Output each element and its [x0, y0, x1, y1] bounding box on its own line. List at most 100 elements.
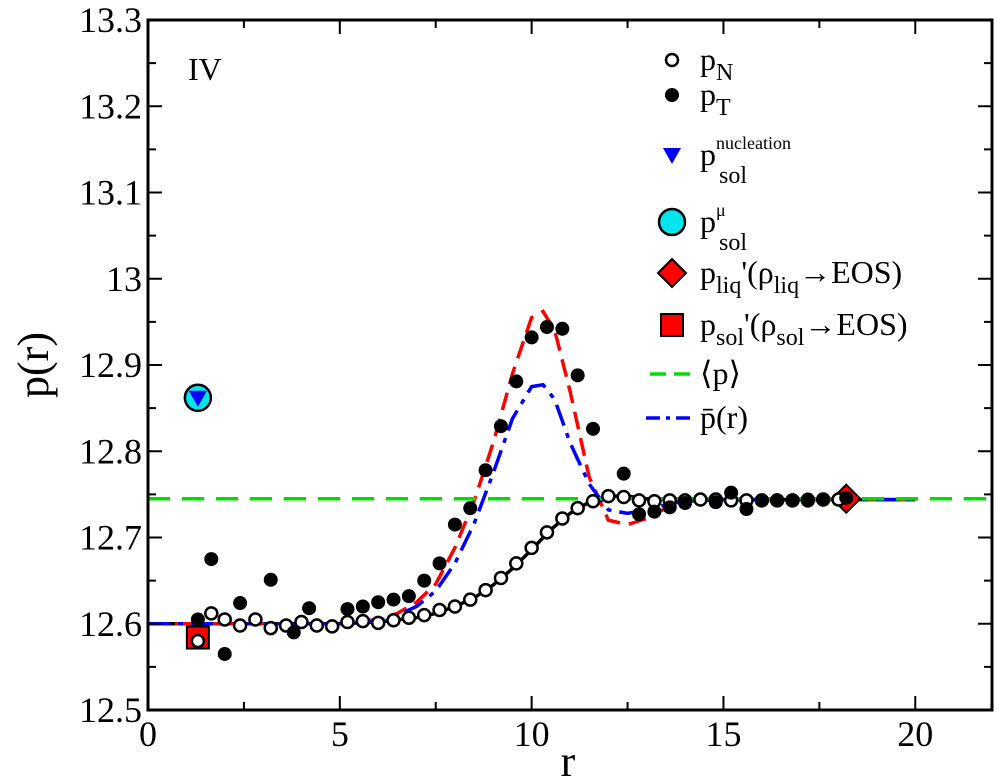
pt-point	[190, 612, 205, 627]
legend-swatch	[664, 52, 680, 68]
y-tick-label: 12.6	[79, 604, 142, 644]
pn-point	[370, 615, 386, 631]
pn-point	[294, 614, 309, 630]
pt-point	[754, 493, 769, 508]
x-axis-label: r	[561, 737, 576, 781]
pt-point	[371, 595, 386, 610]
pn-point	[416, 607, 432, 623]
pt-point	[233, 596, 248, 611]
legend-entry-pliq: pliq'(ρliq→EOS)	[656, 254, 902, 299]
pn-point	[601, 488, 616, 504]
pt-point	[800, 492, 815, 507]
pt-point	[417, 573, 432, 588]
pt-point	[647, 504, 662, 519]
pt-point	[785, 493, 800, 508]
pn-point	[631, 493, 647, 508]
pn-point	[493, 570, 509, 586]
legend-swatch	[665, 88, 679, 102]
y-tick-label: 12.9	[79, 345, 142, 385]
x-tick-label: 20	[897, 714, 933, 754]
legend-entry-pbar: p̄(r)	[646, 399, 748, 435]
pt-point	[539, 320, 554, 335]
pt-point	[355, 599, 370, 614]
pt-point	[524, 330, 539, 345]
pn-point	[555, 511, 570, 526]
y-tick-label: 13.1	[79, 173, 142, 213]
pn-point	[324, 619, 340, 634]
pt-point	[463, 501, 478, 516]
pt-point	[555, 321, 570, 336]
legend-swatch	[660, 313, 684, 337]
legend-swatch	[656, 257, 688, 289]
y-axis-label: p(r)	[9, 332, 58, 398]
pn-point	[190, 633, 206, 649]
pn-point	[447, 599, 463, 614]
pt-point	[478, 463, 493, 478]
pt-point	[739, 502, 754, 517]
legend-label: pnucleation sol	[700, 133, 791, 189]
pt-point	[839, 490, 854, 505]
pt-point	[340, 602, 355, 617]
data-points	[183, 320, 862, 661]
y-tick-label: 13.3	[79, 0, 142, 40]
pt-point	[632, 507, 647, 522]
pt-point	[509, 374, 524, 389]
legend-entry-pN: pN	[664, 41, 733, 86]
legend-entry-pT: pT	[665, 76, 731, 121]
axis-ticks: 0 5 10 15 20 12.5 12.6 12.7 12.8 12.9 13 13.1 13.2 13…	[79, 0, 992, 754]
pn-point	[309, 618, 325, 633]
pn-point	[232, 618, 248, 633]
pn-point	[539, 525, 555, 540]
pt-point	[263, 572, 278, 587]
pn-point	[248, 612, 263, 627]
y-tick-label: 12.7	[79, 518, 142, 558]
pt-point	[302, 601, 317, 616]
x-tick-label: 10	[514, 714, 550, 754]
legend-label: psol'(ρsol→EOS)	[700, 306, 908, 351]
pn-point	[478, 582, 493, 598]
pn-point	[355, 613, 371, 629]
legend-entry-psol: psol'(ρsol→EOS)	[660, 306, 908, 351]
legend-swatch	[657, 207, 687, 237]
pt-point	[386, 592, 401, 607]
pt-point	[447, 517, 462, 532]
legend-swatch	[663, 148, 681, 164]
pt-point	[616, 466, 631, 481]
pt-point	[217, 646, 232, 661]
legend-label: ⟨p⟩	[700, 355, 741, 391]
pn-point	[401, 610, 417, 625]
pt-point	[708, 495, 723, 510]
y-tick-label: 13	[106, 259, 142, 299]
panel-label: IV	[188, 51, 222, 87]
pn-point	[432, 602, 447, 618]
pn-point	[386, 613, 401, 628]
legend-label: pN	[700, 41, 733, 86]
pn-point	[217, 612, 232, 627]
pn-point	[340, 614, 355, 630]
pn-point	[204, 606, 219, 621]
legend-label: pliq'(ρliq→EOS)	[700, 254, 902, 299]
pt-point	[570, 368, 585, 383]
pn-point	[463, 592, 478, 607]
y-tick-label: 12.8	[79, 431, 142, 471]
pt-point	[401, 589, 416, 604]
psol-nucleation-point	[188, 390, 207, 407]
pt-point	[662, 500, 677, 515]
y-tick-label: 12.5	[79, 690, 142, 730]
pt-point	[816, 492, 831, 507]
pn-point	[570, 500, 585, 516]
legend-entry-psol_nuc: pnucleation sol	[663, 133, 791, 189]
pt-point	[432, 556, 447, 571]
legend-label: pμ sol	[700, 200, 747, 256]
x-tick-label: 0	[139, 714, 157, 754]
pt-point	[586, 421, 601, 436]
pt-point	[770, 493, 785, 508]
legend-entry-pavg: ⟨p⟩	[650, 355, 741, 391]
pn-point	[585, 494, 601, 509]
pt-point	[678, 496, 693, 510]
pt-point	[286, 625, 301, 640]
legend-label: p̄(r)	[700, 399, 748, 435]
